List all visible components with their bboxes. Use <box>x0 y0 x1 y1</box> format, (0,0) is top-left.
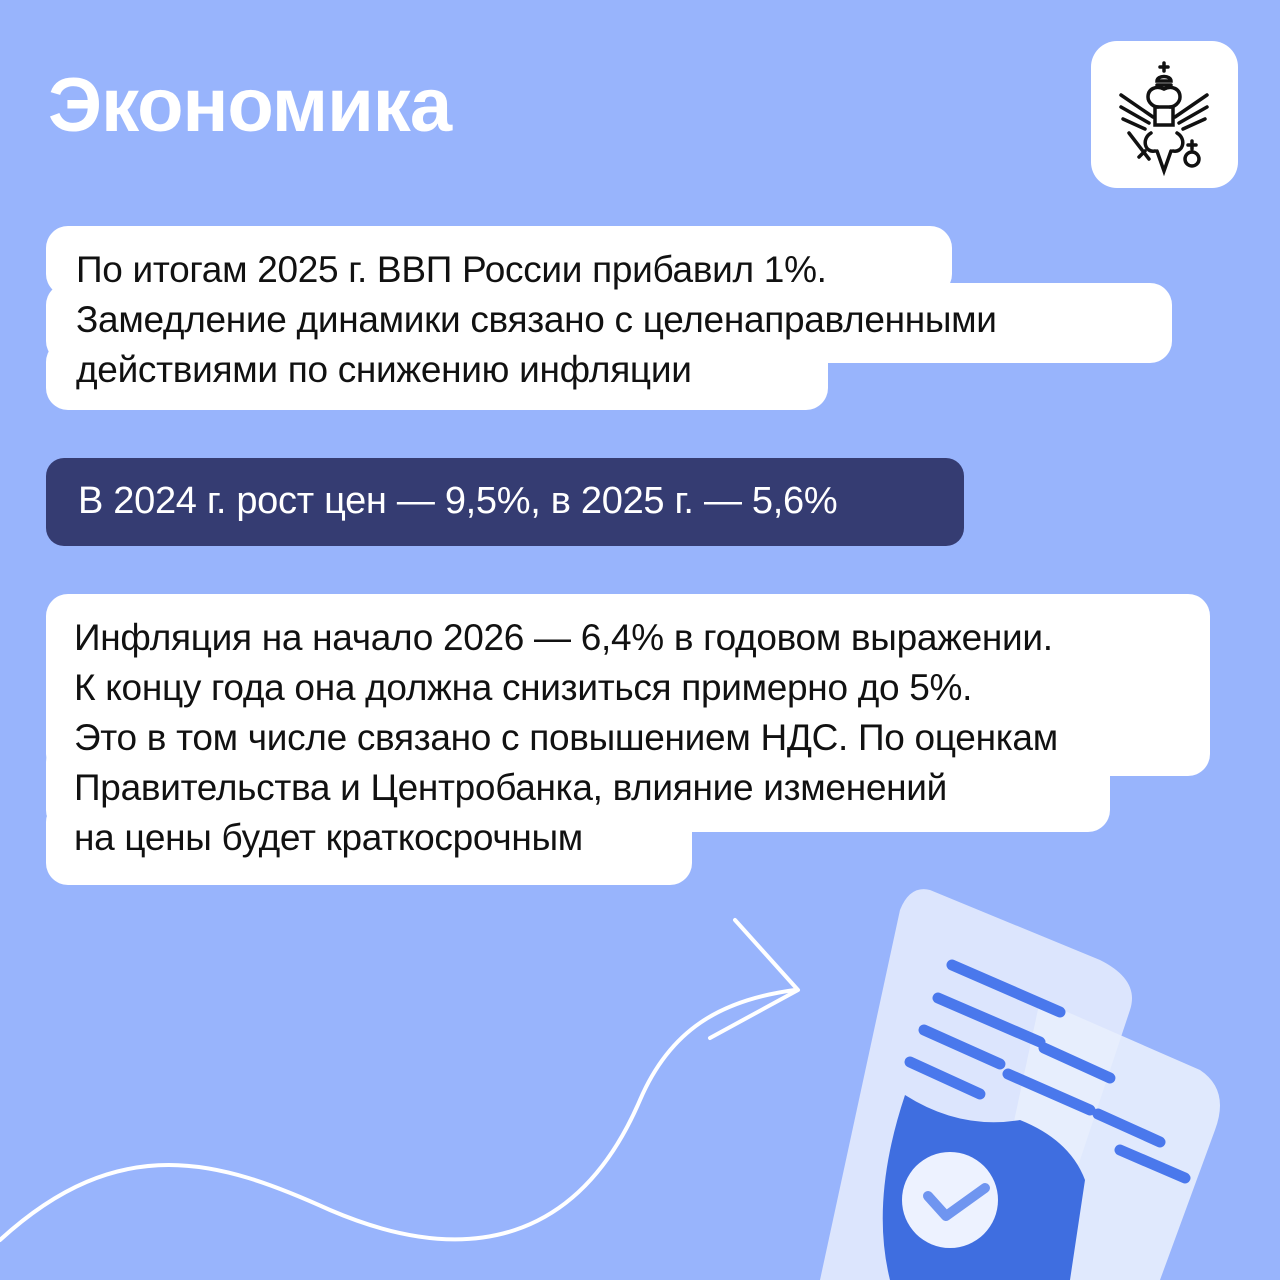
inflation-text-line: Правительства и Центробанка, влияние изм… <box>74 767 947 808</box>
document-shield-icon <box>820 889 1220 1280</box>
gdp-card-line-3-bg <box>46 340 828 410</box>
inflation-card-bottom-bg <box>46 800 692 885</box>
illustration <box>0 889 1220 1280</box>
inflation-text-line: К концу года она должна снизиться пример… <box>74 667 973 708</box>
gdp-text-line: По итогам 2025 г. ВВП России прибавил 1%… <box>76 249 827 290</box>
coat-of-arms-logo <box>1091 41 1238 188</box>
inflation-text-line: Это в том числе связано с повышением НДС… <box>74 717 1058 758</box>
inflation-text-line: Инфляция на начало 2026 — 6,4% в годовом… <box>74 617 1053 658</box>
prices-highlight-box: В 2024 г. рост цен — 9,5%, в 2025 г. — 5… <box>46 458 964 546</box>
page-title: Экономика <box>48 63 452 148</box>
gdp-text-line: Замедление динамики связано с целенаправ… <box>76 299 997 340</box>
inflation-text-line: на цены будет краткосрочным <box>74 817 583 858</box>
prices-text: В 2024 г. рост цен — 9,5%, в 2025 г. — 5… <box>78 480 838 522</box>
eagle-icon <box>1119 61 1209 177</box>
curved-arrow-icon <box>0 918 800 1242</box>
gdp-text-line: действиями по снижению инфляции <box>76 349 692 390</box>
